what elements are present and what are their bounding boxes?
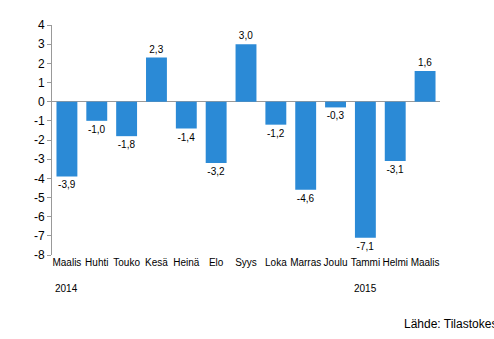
svg-text:Heinä: Heinä — [173, 257, 200, 268]
svg-text:-4,6: -4,6 — [297, 193, 315, 204]
svg-text:-1,2: -1,2 — [267, 128, 285, 139]
svg-text:-6: -6 — [34, 210, 45, 224]
svg-text:Huhti: Huhti — [85, 257, 108, 268]
svg-text:-3,2: -3,2 — [207, 166, 225, 177]
svg-text:Joulu: Joulu — [324, 257, 348, 268]
svg-text:4: 4 — [38, 18, 45, 32]
svg-text:-3,9: -3,9 — [58, 179, 76, 190]
svg-text:-7: -7 — [34, 229, 45, 243]
svg-text:Helmi: Helmi — [382, 257, 408, 268]
svg-text:2014: 2014 — [55, 283, 78, 294]
svg-text:Kesä: Kesä — [145, 257, 168, 268]
svg-text:2015: 2015 — [354, 283, 377, 294]
svg-text:-1,0: -1,0 — [88, 124, 106, 135]
svg-text:Touko: Touko — [113, 257, 140, 268]
svg-text:2,3: 2,3 — [149, 44, 163, 55]
svg-text:-4: -4 — [34, 172, 45, 186]
svg-text:-7,1: -7,1 — [357, 241, 375, 252]
svg-text:1: 1 — [38, 76, 45, 90]
svg-text:Tammi: Tammi — [351, 257, 380, 268]
svg-text:-1: -1 — [34, 114, 45, 128]
svg-text:1,6: 1,6 — [418, 57, 432, 68]
svg-text:-5: -5 — [34, 191, 45, 205]
svg-text:-3: -3 — [34, 152, 45, 166]
svg-text:Loka: Loka — [265, 257, 287, 268]
svg-text:Lähde: Tilastokeskus: Lähde: Tilastokeskus — [404, 317, 494, 331]
svg-text:-3,1: -3,1 — [386, 164, 404, 175]
svg-text:Syys: Syys — [235, 257, 257, 268]
svg-text:3: 3 — [38, 37, 45, 51]
svg-text:-8: -8 — [34, 248, 45, 262]
svg-text:0: 0 — [38, 95, 45, 109]
svg-text:Maalis: Maalis — [411, 257, 440, 268]
svg-text:-1,8: -1,8 — [118, 139, 136, 150]
svg-text:Elo: Elo — [209, 257, 224, 268]
svg-text:-1,4: -1,4 — [177, 132, 195, 143]
svg-text:Marras: Marras — [290, 257, 321, 268]
svg-text:Maalis: Maalis — [52, 257, 81, 268]
svg-text:-0,3: -0,3 — [327, 110, 345, 121]
svg-text:2: 2 — [38, 57, 45, 71]
svg-text:-2: -2 — [34, 133, 45, 147]
svg-text:3,0: 3,0 — [239, 30, 253, 41]
